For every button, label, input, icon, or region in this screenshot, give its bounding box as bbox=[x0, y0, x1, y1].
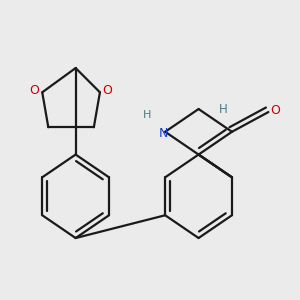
Text: H: H bbox=[218, 103, 227, 116]
Text: O: O bbox=[270, 104, 280, 117]
Text: O: O bbox=[30, 84, 40, 97]
Text: N: N bbox=[159, 127, 168, 140]
Text: O: O bbox=[103, 84, 112, 97]
Text: H: H bbox=[143, 110, 151, 120]
